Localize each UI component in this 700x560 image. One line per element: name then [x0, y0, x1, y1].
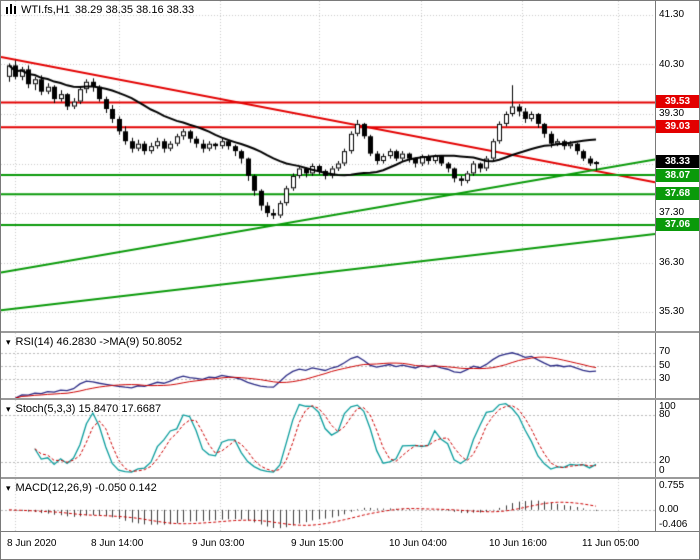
time-axis-label: 10 Jun 16:00 [489, 538, 547, 549]
time-axis-label: 8 Jun 14:00 [91, 538, 144, 549]
main-chart-panel: WTI.fs,H1 38.29 38.35 38.16 38.33 41.30 … [1, 1, 699, 331]
price-axis-label: 36.30 [659, 257, 685, 268]
macd-canvas[interactable] [1, 479, 655, 531]
panel-separator[interactable] [1, 477, 699, 479]
main-chart-canvas[interactable] [1, 1, 655, 331]
rsi-canvas[interactable] [1, 333, 655, 398]
price-axis[interactable]: 41.30 40.30 39.30 37.30 36.30 35.30 39.5… [655, 1, 699, 331]
macd-label: MACD(12,26,9) -0.050 0.142 [15, 482, 157, 494]
stochastic-axis[interactable]: 100 80 20 0 [655, 400, 699, 477]
time-axis-label: 10 Jun 04:00 [389, 538, 447, 549]
indicator-icon: ▾ [6, 482, 11, 493]
stoch-axis-label: 20 [659, 455, 671, 466]
macd-axis-label: -0.406 [659, 519, 688, 530]
price-badge: 38.07 [656, 169, 699, 182]
price-badge: 37.68 [656, 187, 699, 200]
stochastic-title: ▾ Stoch(5,3,3) 15.8470 17.6687 [6, 403, 161, 415]
stochastic-label: Stoch(5,3,3) 15.8470 17.6687 [15, 403, 162, 415]
macd-axis-label: 0.755 [659, 480, 685, 491]
stoch-axis-label: 100 [659, 401, 676, 412]
time-axis-label: 8 Jun 2020 [7, 538, 57, 549]
indicator-icon: ▾ [6, 336, 11, 347]
rsi-panel: ▾ RSI(14) 46.2830 ->MA(9) 50.8052 70 50 … [1, 333, 699, 398]
price-badge: 37.06 [656, 218, 699, 231]
chart-icon [6, 4, 16, 16]
macd-axis-label: 0.00 [659, 504, 679, 515]
symbol-period: WTI.fs,H1 [21, 4, 70, 16]
price-axis-label: 37.30 [659, 207, 685, 218]
chart-title: WTI.fs,H1 38.29 38.35 38.16 38.33 [6, 4, 194, 16]
price-badge: 39.03 [656, 120, 699, 133]
stochastic-canvas[interactable] [1, 400, 655, 477]
price-axis-label: 39.30 [659, 108, 685, 119]
rsi-axis-label: 50 [659, 360, 671, 371]
macd-panel: ▾ MACD(12,26,9) -0.050 0.142 0.755 0.00 … [1, 479, 699, 531]
time-axis-label: 9 Jun 15:00 [291, 538, 344, 549]
time-axis-label: 9 Jun 03:00 [192, 538, 245, 549]
rsi-label: RSI(14) 46.2830 ->MA(9) 50.8052 [15, 336, 183, 348]
macd-title: ▾ MACD(12,26,9) -0.050 0.142 [6, 482, 157, 494]
rsi-axis-label: 30 [659, 373, 671, 384]
rsi-title: ▾ RSI(14) 46.2830 ->MA(9) 50.8052 [6, 336, 182, 348]
indicator-icon: ▾ [6, 403, 11, 414]
ohlc-values: 38.29 38.35 38.16 38.33 [74, 4, 195, 16]
price-badge: 39.53 [656, 95, 699, 108]
rsi-axis-label: 70 [659, 346, 671, 357]
panel-separator[interactable] [1, 398, 699, 400]
rsi-axis[interactable]: 70 50 30 [655, 333, 699, 398]
price-badge: 38.33 [656, 155, 699, 168]
stoch-axis-label: 80 [659, 409, 671, 420]
price-axis-label: 41.30 [659, 9, 685, 20]
price-axis-label: 40.30 [659, 59, 685, 70]
time-axis-label: 11 Jun 05:00 [582, 538, 640, 549]
stoch-axis-label: 0 [659, 465, 665, 476]
price-axis-label: 35.30 [659, 306, 685, 317]
time-axis[interactable]: 8 Jun 2020 8 Jun 14:00 9 Jun 03:00 9 Jun… [1, 531, 699, 559]
stochastic-panel: ▾ Stoch(5,3,3) 15.8470 17.6687 100 80 20… [1, 400, 699, 477]
macd-axis[interactable]: 0.755 0.00 -0.406 [655, 479, 699, 531]
panel-separator[interactable] [1, 331, 699, 333]
